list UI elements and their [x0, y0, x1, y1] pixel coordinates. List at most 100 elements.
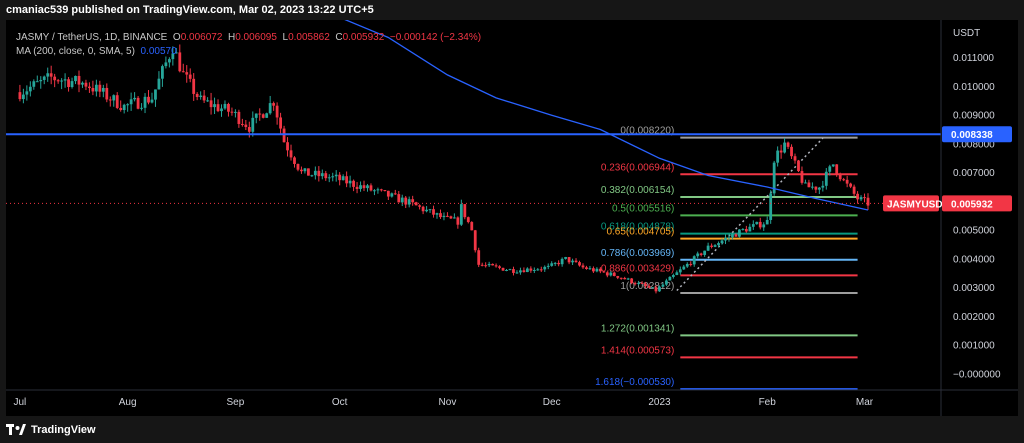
candle-body — [550, 263, 554, 266]
candle-body — [383, 190, 387, 192]
candle-body — [115, 95, 119, 108]
candle-body — [866, 197, 870, 206]
candle-body — [157, 78, 161, 90]
candle-body — [814, 186, 818, 190]
candle-body — [724, 237, 727, 241]
candle-body — [532, 269, 536, 271]
candle-body — [101, 87, 105, 92]
candle-body — [665, 280, 668, 285]
candle-body — [247, 127, 251, 132]
candle-body — [251, 117, 255, 132]
candle-body — [567, 257, 571, 263]
candle-body — [359, 185, 362, 189]
candle-body — [755, 221, 759, 225]
candle-body — [317, 170, 321, 177]
y-tick-label: 0.002000 — [953, 312, 995, 323]
candle-body — [630, 278, 634, 284]
candle-body — [546, 265, 550, 267]
candle-body — [67, 79, 70, 88]
candle-body — [46, 73, 50, 77]
candle-body — [21, 94, 25, 100]
candle-body — [852, 186, 856, 194]
candle-body — [769, 193, 773, 220]
fib-retracement: 0(0.008220) 0.236(0.006944) 0.382(0.006154… — [595, 126, 858, 391]
candle-body — [845, 179, 849, 184]
candle-body — [800, 171, 804, 183]
candle-body — [244, 124, 248, 128]
candle-body — [178, 52, 182, 72]
x-tick-label: 2023 — [648, 397, 671, 408]
candle-body — [658, 286, 661, 292]
candle-body — [783, 142, 786, 153]
candle-body — [512, 269, 515, 273]
candle-body — [98, 84, 102, 92]
candle-body — [56, 80, 60, 82]
candle-body — [171, 53, 175, 60]
candle-body — [49, 73, 53, 77]
candle-body — [498, 266, 501, 268]
hline-price-tag — [942, 126, 1012, 143]
fib-level-label: 0.5(0.005516) — [612, 203, 674, 214]
x-tick-label: Aug — [119, 397, 137, 408]
candle-body — [654, 287, 658, 292]
candle-body — [91, 87, 95, 92]
candle-body — [407, 199, 411, 205]
candle-body — [136, 97, 140, 109]
candle-body — [525, 268, 529, 273]
candle-body — [404, 197, 408, 205]
last-price-label: 0.005932 — [951, 199, 993, 210]
fib-level-label: 1.414(0.000573) — [601, 345, 674, 356]
candle-body — [240, 123, 244, 125]
candle-body — [553, 262, 557, 264]
candle-body — [345, 176, 349, 184]
candle-body — [703, 250, 707, 255]
candles-layer — [18, 44, 870, 294]
y-tick-label: 0.001000 — [953, 341, 995, 352]
candle-body — [167, 59, 171, 63]
candle-body — [310, 175, 314, 177]
candle-body — [571, 260, 574, 263]
candle-body — [470, 222, 474, 231]
candle-body — [355, 186, 359, 189]
candle-body — [213, 104, 216, 108]
candle-body — [505, 270, 508, 272]
y-tick-label: −0.000000 — [953, 369, 1001, 380]
candle-body — [598, 268, 602, 272]
candle-body — [605, 272, 609, 276]
candle-body — [779, 150, 783, 153]
candle-body — [414, 202, 418, 206]
tradingview-logo-icon — [6, 424, 26, 435]
legend-high: 0.006095 — [235, 32, 277, 43]
candle-body — [717, 243, 720, 246]
price-chart[interactable]: 0(0.008220) 0.236(0.006944) 0.382(0.006154… — [6, 20, 1018, 416]
candle-body — [738, 229, 741, 237]
fib-level-label: 1.618(−0.000530) — [595, 377, 674, 388]
candle-body — [501, 267, 505, 271]
candle-body — [557, 262, 561, 265]
candle-body — [616, 276, 620, 278]
candle-body — [185, 72, 189, 75]
y-tick-label: 0.007000 — [953, 168, 995, 179]
candle-body — [220, 108, 223, 112]
candle-body — [348, 180, 352, 184]
candle-body — [838, 173, 842, 180]
candle-body — [828, 166, 832, 172]
candle-body — [94, 84, 98, 92]
chart-panel[interactable]: 0(0.008220) 0.236(0.006944) 0.382(0.006154… — [6, 20, 1018, 416]
candle-body — [522, 270, 526, 273]
x-tick-label: Oct — [332, 397, 348, 408]
candle-body — [678, 269, 682, 273]
candle-body — [856, 193, 859, 200]
fib-level-label: 0.65(0.004705) — [606, 227, 674, 238]
candle-body — [192, 78, 196, 94]
chart-legend: JASMY / TetherUS, 1D, BINANCE O0.006072 … — [16, 31, 481, 59]
legend-ma-label: MA (200, close, 0, SMA, 5) — [16, 46, 135, 57]
candle-body — [609, 272, 613, 276]
candle-body — [807, 182, 811, 188]
candle-body — [699, 253, 703, 255]
candle-body — [508, 269, 512, 271]
candle-body — [227, 103, 230, 112]
candle-body — [275, 105, 279, 118]
candle-body — [675, 272, 679, 276]
candle-body — [671, 275, 675, 277]
